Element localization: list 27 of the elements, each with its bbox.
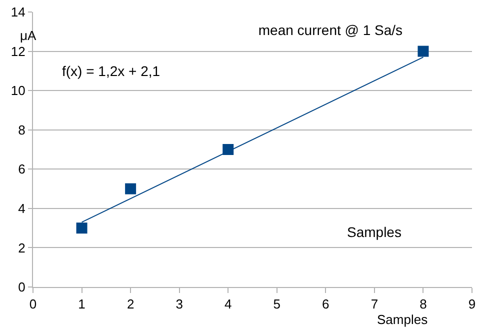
- x-tick-label: 3: [176, 296, 183, 312]
- x-axis-title: Samples: [377, 312, 428, 327]
- y-tick-label: 6: [18, 162, 26, 177]
- point: [125, 183, 136, 194]
- x-tick-label: 2: [126, 296, 134, 312]
- x-tick-label: 9: [468, 296, 476, 312]
- y-tick-label: 2: [18, 240, 26, 256]
- y-tick-label: 0: [18, 280, 26, 295]
- y-axis-title: μA: [20, 28, 36, 43]
- x-tick-label: 4: [224, 296, 232, 312]
- point: [76, 222, 88, 234]
- y-tick-label: 14: [10, 4, 26, 20]
- annotation: Samples: [347, 224, 402, 240]
- point: [418, 46, 429, 57]
- x-tick-label: 6: [322, 296, 330, 312]
- x-tick-label: 1: [78, 296, 86, 312]
- text: mean current @ 1 Sa/s: [258, 22, 403, 38]
- y-tick-label: 8: [18, 122, 26, 138]
- y-tick-label: 4: [18, 200, 26, 216]
- x-tick-label: 8: [420, 296, 427, 312]
- x-tick-label: 0: [29, 296, 37, 312]
- y-tick-label: 10: [10, 83, 26, 98]
- annotation: f(x) = 1,2x + 2,1: [62, 63, 160, 79]
- y-tick-label: 12: [10, 44, 26, 59]
- x-tick-label: 7: [370, 296, 378, 312]
- x-tick-label: 5: [273, 296, 281, 312]
- point: [222, 144, 234, 155]
